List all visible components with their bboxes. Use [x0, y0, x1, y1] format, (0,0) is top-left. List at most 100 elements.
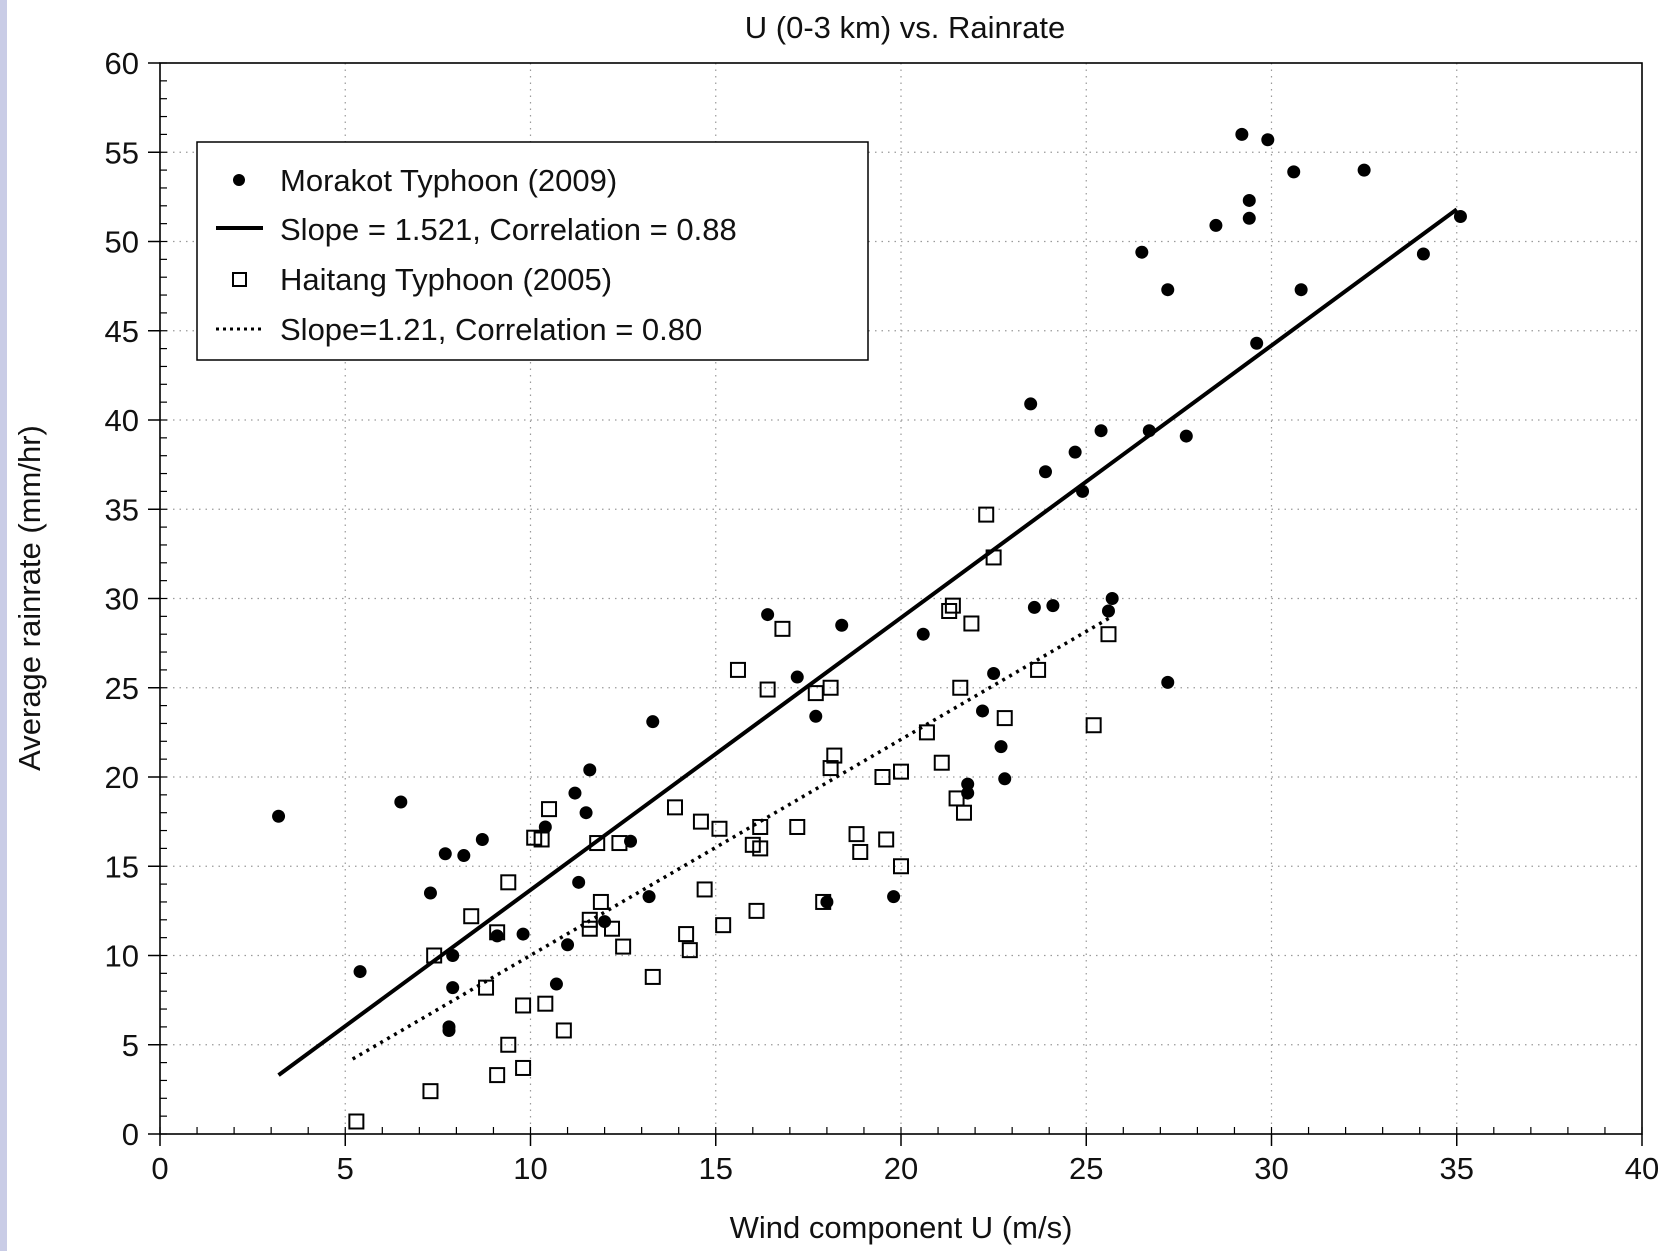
point-morakot-9: [457, 849, 471, 863]
point-morakot-2: [394, 795, 408, 809]
legend: Morakot Typhoon (2009) Slope = 1.521, Co…: [196, 141, 869, 361]
point-morakot-49: [1161, 283, 1175, 297]
point-haitang-31: [729, 661, 746, 678]
point-haitang-2: [426, 947, 443, 964]
point-haitang-58: [978, 506, 995, 523]
point-haitang-18: [589, 835, 606, 852]
point-morakot-31: [961, 777, 975, 791]
point-morakot-53: [1242, 193, 1256, 207]
point-morakot-45: [1105, 592, 1119, 605]
point-morakot-16: [568, 786, 582, 800]
point-haitang-5: [489, 924, 506, 941]
point-morakot-40: [1046, 599, 1060, 613]
fit-line-solid: [277, 207, 1458, 1077]
point-morakot-41: [1068, 445, 1082, 459]
x-tick-label-2: 10: [513, 1151, 547, 1186]
point-morakot-5: [446, 949, 460, 962]
point-morakot-57: [1287, 165, 1301, 179]
point-haitang-19: [592, 893, 609, 910]
point-haitang-42: [822, 679, 839, 696]
point-morakot-10: [475, 832, 489, 846]
point-haitang-62: [1085, 717, 1102, 734]
point-haitang-59: [985, 549, 1002, 566]
point-haitang-41: [822, 760, 839, 777]
point-morakot-33: [976, 704, 990, 718]
point-morakot-30: [916, 627, 930, 641]
point-haitang-30: [715, 917, 732, 934]
data-points: [272, 127, 1467, 1130]
y-tick-label-12: 60: [105, 46, 139, 81]
point-morakot-26: [809, 709, 823, 723]
point-morakot-43: [1094, 424, 1108, 438]
y-axis-label: Average rainrate (mm/hr): [12, 425, 47, 771]
point-haitang-0: [348, 1113, 365, 1130]
point-haitang-7: [500, 1036, 517, 1053]
x-tick-labels: 0 5 10 15 20 25 30 35 40: [151, 1151, 1659, 1186]
point-morakot-44: [1101, 604, 1115, 618]
y-tick-label-7: 35: [105, 492, 139, 527]
legend-marker-morakot: [233, 174, 245, 186]
point-morakot-25: [790, 670, 804, 684]
point-haitang-34: [752, 840, 769, 857]
point-haitang-33: [748, 902, 765, 919]
legend-label-solid-fit: Slope = 1.521, Correlation = 0.88: [280, 212, 737, 247]
y-tick-label-9: 45: [105, 314, 139, 349]
point-haitang-21: [611, 835, 628, 852]
y-tick-label-8: 40: [105, 403, 139, 438]
chart-title: U (0-3 km) vs. Rainrate: [745, 10, 1065, 45]
point-haitang-13: [537, 995, 554, 1012]
minor-ticks: [159, 62, 1643, 1135]
point-morakot-46: [1135, 245, 1149, 259]
point-morakot-60: [1416, 247, 1430, 261]
point-haitang-29: [711, 820, 728, 837]
point-haitang-56: [955, 804, 972, 821]
y-tick-labels: 0 5 10 15 20 25 30 35 40 45 50 55 60: [105, 46, 139, 1152]
point-morakot-52: [1235, 127, 1249, 141]
y-tick-label-2: 10: [105, 939, 139, 974]
point-haitang-38: [789, 818, 806, 835]
point-morakot-18: [579, 806, 593, 820]
x-tick-label-5: 25: [1069, 1151, 1103, 1186]
x-tick-label-4: 20: [884, 1151, 918, 1186]
x-axis-label: Wind component U (m/s): [730, 1210, 1073, 1245]
point-haitang-50: [918, 724, 935, 741]
y-tick-label-10: 50: [105, 225, 139, 260]
point-haitang-22: [615, 938, 632, 955]
point-morakot-58: [1294, 283, 1308, 297]
point-morakot-59: [1357, 163, 1371, 177]
point-haitang-20: [604, 920, 621, 937]
point-haitang-16: [581, 920, 598, 937]
y-tick-label-6: 30: [105, 582, 139, 617]
y-tick-label-11: 55: [105, 135, 139, 170]
point-morakot-51: [1209, 218, 1223, 232]
point-haitang-49: [893, 858, 909, 875]
point-morakot-37: [1024, 397, 1038, 411]
point-morakot-38: [1027, 600, 1041, 614]
x-tick-label-0: 0: [151, 1151, 168, 1186]
point-haitang-48: [893, 763, 909, 780]
point-haitang-60: [996, 710, 1013, 727]
legend-box: [196, 141, 869, 361]
legend-label-dotted-fit: Slope=1.21, Correlation = 0.80: [280, 312, 702, 347]
point-morakot-42: [1076, 484, 1090, 498]
point-morakot-15: [561, 938, 575, 952]
x-tick-label-7: 35: [1440, 1151, 1474, 1186]
x-tick-label-8: 40: [1625, 1151, 1659, 1186]
y-tick-label-3: 15: [105, 849, 139, 884]
point-morakot-36: [998, 772, 1012, 786]
point-morakot-56: [1261, 133, 1275, 147]
point-morakot-4: [438, 847, 452, 861]
point-haitang-35: [752, 818, 769, 835]
point-haitang-8: [500, 874, 517, 891]
plot-frame: [159, 62, 1643, 1135]
point-haitang-15: [555, 1022, 572, 1039]
point-morakot-19: [583, 763, 597, 777]
point-morakot-28: [835, 618, 849, 632]
point-haitang-14: [541, 801, 558, 818]
point-morakot-0: [272, 809, 286, 823]
point-haitang-3: [463, 908, 480, 925]
point-haitang-44: [848, 826, 865, 843]
point-morakot-48: [1161, 675, 1175, 689]
x-tick-label-3: 15: [699, 1151, 733, 1186]
